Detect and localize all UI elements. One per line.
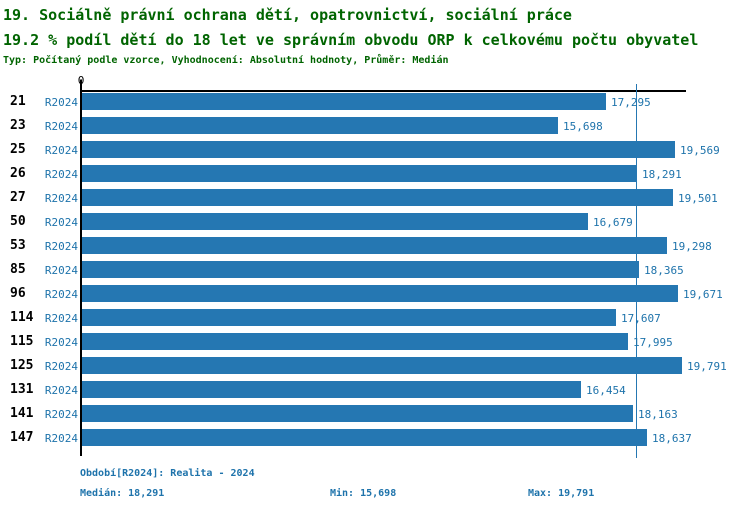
bar [82, 429, 647, 446]
row-category-label: 96 [10, 286, 26, 301]
chart-row: 131 R2024 16,454 [0, 381, 750, 405]
row-category-label: 147 [10, 430, 34, 445]
chart-row: 26 R2024 18,291 [0, 165, 750, 189]
bar-value-label: 19,671 [683, 288, 723, 301]
chart-row: 21 R2024 17,295 [0, 93, 750, 117]
bar [82, 357, 682, 374]
bar [82, 165, 637, 182]
bar-value-label: 18,291 [642, 168, 682, 181]
bar-value-label: 17,995 [633, 336, 673, 349]
row-category-label: 131 [10, 382, 34, 397]
bar-value-label: 19,569 [680, 144, 720, 157]
bar [82, 333, 628, 350]
bar-value-label: 17,295 [611, 96, 651, 109]
chart-row: 53 R2024 19,298 [0, 237, 750, 261]
bar-value-label: 19,298 [672, 240, 712, 253]
chart-row: 147 R2024 18,637 [0, 429, 750, 453]
row-series-label: R2024 [44, 96, 78, 109]
chart-row: 50 R2024 16,679 [0, 213, 750, 237]
chart-row: 141 R2024 18,163 [0, 405, 750, 429]
bar-value-label: 15,698 [563, 120, 603, 133]
row-series-label: R2024 [44, 288, 78, 301]
row-series-label: R2024 [44, 312, 78, 325]
bar [82, 405, 633, 422]
footer-max: Max: 19,791 [528, 488, 595, 499]
bar [82, 117, 558, 134]
bar-value-label: 18,163 [638, 408, 678, 421]
bar-value-label: 16,454 [586, 384, 626, 397]
row-series-label: R2024 [44, 216, 78, 229]
row-category-label: 114 [10, 310, 34, 325]
row-category-label: 25 [10, 142, 26, 157]
row-category-label: 21 [10, 94, 26, 109]
bar [82, 141, 675, 158]
chart-row: 25 R2024 19,569 [0, 141, 750, 165]
row-series-label: R2024 [44, 384, 78, 397]
row-category-label: 85 [10, 262, 26, 277]
row-category-label: 53 [10, 238, 26, 253]
bar-value-label: 19,501 [678, 192, 718, 205]
bar [82, 237, 667, 254]
bar [82, 309, 616, 326]
bar-value-label: 16,679 [593, 216, 633, 229]
row-series-label: R2024 [44, 336, 78, 349]
bar [82, 93, 606, 110]
bar [82, 189, 673, 206]
row-series-label: R2024 [44, 264, 78, 277]
row-series-label: R2024 [44, 120, 78, 133]
chart-row: 125 R2024 19,791 [0, 357, 750, 381]
row-series-label: R2024 [44, 144, 78, 157]
row-category-label: 27 [10, 190, 26, 205]
row-category-label: 23 [10, 118, 26, 133]
bar [82, 261, 639, 278]
chart-row: 115 R2024 17,995 [0, 333, 750, 357]
footer-period: Období[R2024]: Realita - 2024 [80, 468, 255, 479]
row-series-label: R2024 [44, 432, 78, 445]
bar-value-label: 18,365 [644, 264, 684, 277]
bar-value-label: 17,607 [621, 312, 661, 325]
chart-row: 85 R2024 18,365 [0, 261, 750, 285]
row-series-label: R2024 [44, 168, 78, 181]
footer-min: Min: 15,698 [330, 488, 397, 499]
bar-value-label: 19,791 [687, 360, 727, 373]
bar [82, 213, 588, 230]
row-category-label: 115 [10, 334, 34, 349]
bar-value-label: 18,637 [652, 432, 692, 445]
chart-meta: Typ: Počítaný podle vzorce, Vyhodnocení:… [3, 55, 449, 66]
row-category-label: 50 [10, 214, 26, 229]
row-category-label: 26 [10, 166, 26, 181]
row-series-label: R2024 [44, 240, 78, 253]
row-series-label: R2024 [44, 192, 78, 205]
chart-row: 114 R2024 17,607 [0, 309, 750, 333]
row-series-label: R2024 [44, 408, 78, 421]
row-category-label: 141 [10, 406, 34, 421]
chart-title: 19. Sociálně právní ochrana dětí, opatro… [3, 6, 572, 24]
footer-median: Medián: 18,291 [80, 488, 165, 499]
chart-row: 96 R2024 19,671 [0, 285, 750, 309]
chart-subtitle: 19.2 % podíl dětí do 18 let ve správním … [3, 31, 699, 49]
chart-row: 23 R2024 15,698 [0, 117, 750, 141]
x-axis-line [80, 90, 686, 92]
chart-row: 27 R2024 19,501 [0, 189, 750, 213]
y-axis-line [80, 80, 82, 456]
bar [82, 381, 581, 398]
bar [82, 285, 678, 302]
row-category-label: 125 [10, 358, 34, 373]
row-series-label: R2024 [44, 360, 78, 373]
